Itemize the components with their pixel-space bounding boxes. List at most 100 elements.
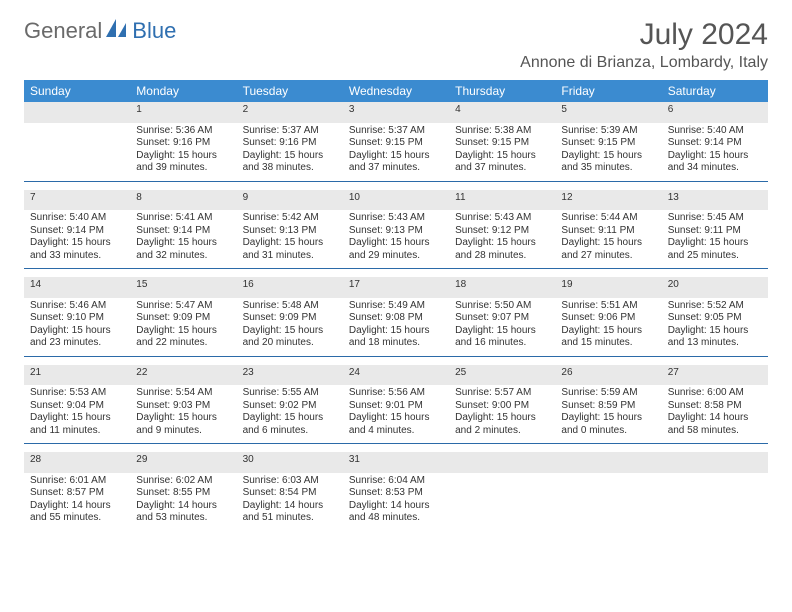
header: General Blue July 2024 Annone di Brianza…	[24, 18, 768, 72]
day-cell: Sunrise: 5:43 AMSunset: 9:13 PMDaylight:…	[343, 210, 449, 269]
day-cell-line: Sunset: 9:14 PM	[668, 137, 762, 150]
day-cell-line: Sunrise: 5:56 AM	[349, 387, 443, 400]
day-number: 28	[24, 452, 130, 473]
day-number: 4	[449, 102, 555, 123]
day-cell-line: Sunset: 9:02 PM	[243, 400, 337, 413]
day-cell-line: Daylight: 15 hours	[243, 237, 337, 250]
day-cell-line: Sunset: 8:59 PM	[561, 400, 655, 413]
day-cell-line: and 27 minutes.	[561, 250, 655, 263]
day-cell-line: Sunrise: 5:52 AM	[668, 300, 762, 313]
day-cell-line: and 16 minutes.	[455, 337, 549, 350]
day-cell: Sunrise: 5:42 AMSunset: 9:13 PMDaylight:…	[237, 210, 343, 269]
day-cell: Sunrise: 5:49 AMSunset: 9:08 PMDaylight:…	[343, 298, 449, 357]
daynum-row: 28293031	[24, 452, 768, 473]
day-cell: Sunrise: 6:04 AMSunset: 8:53 PMDaylight:…	[343, 473, 449, 531]
day-cell-line: Sunset: 8:57 PM	[30, 487, 124, 500]
day-cell-line: Sunrise: 5:47 AM	[136, 300, 230, 313]
day-cell-line: Daylight: 15 hours	[136, 325, 230, 338]
day-cell-line: Daylight: 15 hours	[349, 412, 443, 425]
day-cell-line: Sunrise: 5:43 AM	[349, 212, 443, 225]
calendar-table: Sunday Monday Tuesday Wednesday Thursday…	[24, 80, 768, 531]
day-cell-line: and 39 minutes.	[136, 162, 230, 175]
day-number: 26	[555, 365, 661, 386]
day-number: 29	[130, 452, 236, 473]
day-cell: Sunrise: 5:55 AMSunset: 9:02 PMDaylight:…	[237, 385, 343, 444]
day-cell-line: Sunset: 9:09 PM	[136, 312, 230, 325]
day-number: 6	[662, 102, 768, 123]
day-number: 14	[24, 277, 130, 298]
day-number: 25	[449, 365, 555, 386]
day-cell: Sunrise: 5:36 AMSunset: 9:16 PMDaylight:…	[130, 123, 236, 182]
day-cell-line: and 58 minutes.	[668, 425, 762, 438]
day-cell-line: and 2 minutes.	[455, 425, 549, 438]
day-cell: Sunrise: 5:41 AMSunset: 9:14 PMDaylight:…	[130, 210, 236, 269]
day-cell-line: and 20 minutes.	[243, 337, 337, 350]
day-cell-line: Daylight: 15 hours	[30, 237, 124, 250]
day-cell-line: Daylight: 15 hours	[136, 237, 230, 250]
day-cell-line: and 37 minutes.	[349, 162, 443, 175]
day-cell-line: and 31 minutes.	[243, 250, 337, 263]
location: Annone di Brianza, Lombardy, Italy	[520, 54, 768, 72]
day-cell-line: Sunset: 9:08 PM	[349, 312, 443, 325]
day-number: 1	[130, 102, 236, 123]
day-cell-line: Sunset: 9:12 PM	[455, 225, 549, 238]
weekday-header: Thursday	[449, 80, 555, 102]
day-number: 7	[24, 190, 130, 211]
day-cell-line: Sunrise: 5:38 AM	[455, 125, 549, 138]
day-cell-line: and 32 minutes.	[136, 250, 230, 263]
day-cell-line: Sunset: 9:14 PM	[136, 225, 230, 238]
week-separator	[24, 444, 768, 453]
day-cell-line: Sunrise: 5:39 AM	[561, 125, 655, 138]
day-cell-line: Daylight: 15 hours	[136, 412, 230, 425]
day-cell-line: and 6 minutes.	[243, 425, 337, 438]
day-cell-line: Sunrise: 5:45 AM	[668, 212, 762, 225]
day-cell-line: and 4 minutes.	[349, 425, 443, 438]
day-cell-line: Sunrise: 5:59 AM	[561, 387, 655, 400]
day-cell-line: Sunset: 9:11 PM	[668, 225, 762, 238]
day-number: 27	[662, 365, 768, 386]
day-cell	[555, 473, 661, 531]
day-cell-line: Sunrise: 6:00 AM	[668, 387, 762, 400]
day-number: 23	[237, 365, 343, 386]
day-cell: Sunrise: 5:51 AMSunset: 9:06 PMDaylight:…	[555, 298, 661, 357]
day-cell-line: Sunset: 9:14 PM	[30, 225, 124, 238]
weekday-header: Monday	[130, 80, 236, 102]
day-cell: Sunrise: 5:50 AMSunset: 9:07 PMDaylight:…	[449, 298, 555, 357]
day-cell: Sunrise: 6:02 AMSunset: 8:55 PMDaylight:…	[130, 473, 236, 531]
logo: General Blue	[24, 18, 176, 44]
day-cell-line: Sunset: 9:15 PM	[455, 137, 549, 150]
day-cell-line: Sunset: 9:00 PM	[455, 400, 549, 413]
day-number: 10	[343, 190, 449, 211]
day-cell-line: Sunrise: 6:01 AM	[30, 475, 124, 488]
day-cell-line: Sunset: 8:55 PM	[136, 487, 230, 500]
title-block: July 2024 Annone di Brianza, Lombardy, I…	[520, 18, 768, 72]
day-number: 30	[237, 452, 343, 473]
day-cell-line: Daylight: 14 hours	[136, 500, 230, 513]
week-separator	[24, 181, 768, 190]
day-cell-line: Daylight: 14 hours	[30, 500, 124, 513]
day-number: 12	[555, 190, 661, 211]
day-content-row: Sunrise: 5:53 AMSunset: 9:04 PMDaylight:…	[24, 385, 768, 444]
day-cell: Sunrise: 6:00 AMSunset: 8:58 PMDaylight:…	[662, 385, 768, 444]
day-number: 24	[343, 365, 449, 386]
day-cell-line: and 38 minutes.	[243, 162, 337, 175]
day-cell-line: Sunrise: 5:54 AM	[136, 387, 230, 400]
day-cell: Sunrise: 5:37 AMSunset: 9:16 PMDaylight:…	[237, 123, 343, 182]
day-number: 2	[237, 102, 343, 123]
daynum-row: 123456	[24, 102, 768, 123]
day-cell-line: Sunrise: 6:03 AM	[243, 475, 337, 488]
weekday-header: Saturday	[662, 80, 768, 102]
day-cell-line: Daylight: 15 hours	[455, 237, 549, 250]
day-cell-line: Sunset: 8:53 PM	[349, 487, 443, 500]
day-cell-line: Sunrise: 6:02 AM	[136, 475, 230, 488]
day-cell-line: Sunset: 9:16 PM	[136, 137, 230, 150]
day-cell-line: Sunset: 9:13 PM	[349, 225, 443, 238]
day-cell-line: Daylight: 15 hours	[561, 150, 655, 163]
day-cell: Sunrise: 5:57 AMSunset: 9:00 PMDaylight:…	[449, 385, 555, 444]
day-cell-line: Daylight: 14 hours	[243, 500, 337, 513]
day-cell-line: Daylight: 15 hours	[30, 325, 124, 338]
day-number: 8	[130, 190, 236, 211]
day-number	[662, 452, 768, 473]
day-cell-line: Sunrise: 5:37 AM	[349, 125, 443, 138]
day-cell-line: and 35 minutes.	[561, 162, 655, 175]
